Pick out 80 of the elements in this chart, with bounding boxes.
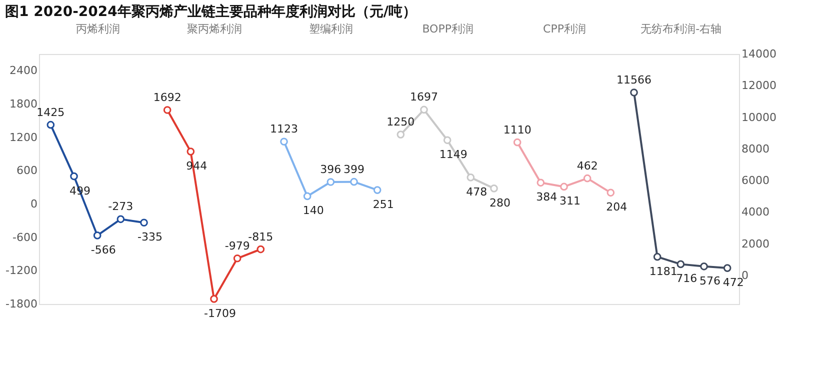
data-label: 399 xyxy=(344,162,364,176)
y-tick-label: 600 xyxy=(16,164,38,178)
data-label: -815 xyxy=(248,230,274,244)
data-label: 11566 xyxy=(616,74,652,87)
data-label: 1181 xyxy=(649,264,678,278)
point xyxy=(700,262,708,270)
data-label: -335 xyxy=(138,230,162,244)
data-label: 384 xyxy=(536,190,558,204)
y-tick-label: -1200 xyxy=(6,264,38,278)
point xyxy=(326,178,335,186)
data-label: 1123 xyxy=(270,122,298,136)
point xyxy=(396,130,405,138)
data-label: 280 xyxy=(490,196,510,210)
data-label: 478 xyxy=(466,185,488,198)
point xyxy=(70,172,78,180)
y-tick-label: -1800 xyxy=(6,298,38,310)
y2-tick-label: 2000 xyxy=(742,237,770,250)
data-label: -1709 xyxy=(204,306,236,320)
y2-tick-label: 0 xyxy=(742,269,748,282)
point xyxy=(280,138,288,146)
point xyxy=(116,215,125,224)
point xyxy=(466,174,475,182)
y-tick-label: -600 xyxy=(12,230,38,244)
data-label: 1110 xyxy=(503,123,532,136)
x-tick-label: 无纺布利润-右轴 xyxy=(640,22,722,36)
data-label: 396 xyxy=(320,163,342,176)
point xyxy=(210,295,218,303)
data-label: -566 xyxy=(90,243,116,256)
y2-tick-label: 10000 xyxy=(742,110,776,124)
data-label: 251 xyxy=(372,198,394,212)
x-tick-label: 丙烯利润 xyxy=(76,22,120,36)
data-label: 1149 xyxy=(439,148,468,162)
data-label: 716 xyxy=(676,272,698,286)
point xyxy=(513,138,522,146)
data-label: 140 xyxy=(302,204,324,218)
point xyxy=(583,174,592,182)
point xyxy=(46,120,55,129)
point xyxy=(93,232,102,240)
x-tick-label: CPP利润 xyxy=(543,22,586,36)
y2-tick-label: 6000 xyxy=(742,174,770,188)
point xyxy=(140,218,148,227)
point xyxy=(606,188,615,197)
point xyxy=(630,88,638,96)
point xyxy=(490,184,498,192)
y2-tick-label: 14000 xyxy=(742,48,776,60)
x-tick-label: 聚丙烯利润 xyxy=(187,22,242,36)
chart-title: 图1 2020-2024年聚丙烯产业链主要品种年度利润对比（元/吨） xyxy=(5,3,417,20)
point xyxy=(653,252,662,261)
point xyxy=(443,136,452,144)
data-label: 1692 xyxy=(153,91,182,104)
data-label: 576 xyxy=(700,274,720,288)
data-label: 311 xyxy=(560,194,580,208)
data-label: -273 xyxy=(108,200,134,214)
point xyxy=(723,264,732,272)
point xyxy=(256,245,265,254)
y-tick-label: 1800 xyxy=(10,98,38,110)
point xyxy=(420,106,428,114)
point xyxy=(186,148,195,156)
data-label: 204 xyxy=(606,200,628,214)
data-label: 1250 xyxy=(386,116,415,129)
x-tick-label: 塑编利润 xyxy=(309,22,354,36)
point xyxy=(163,106,172,114)
data-label: 462 xyxy=(576,159,598,172)
y2-tick-label: 4000 xyxy=(742,206,770,219)
y2-tick-label: 8000 xyxy=(742,142,770,156)
y-tick-label: 2400 xyxy=(10,64,38,78)
point xyxy=(233,254,242,262)
y2-tick-label: 12000 xyxy=(742,79,776,92)
y-tick-label: 1200 xyxy=(10,130,38,144)
point xyxy=(350,178,358,186)
y-tick-label: 0 xyxy=(30,198,38,210)
point xyxy=(303,192,312,200)
data-label: 1425 xyxy=(36,106,65,119)
point xyxy=(536,178,545,187)
data-label: -979 xyxy=(224,239,250,252)
point xyxy=(373,186,382,194)
data-label: 1697 xyxy=(410,90,438,104)
point xyxy=(676,260,685,268)
point xyxy=(560,182,568,191)
x-tick-label: BOPP利润 xyxy=(422,22,474,36)
